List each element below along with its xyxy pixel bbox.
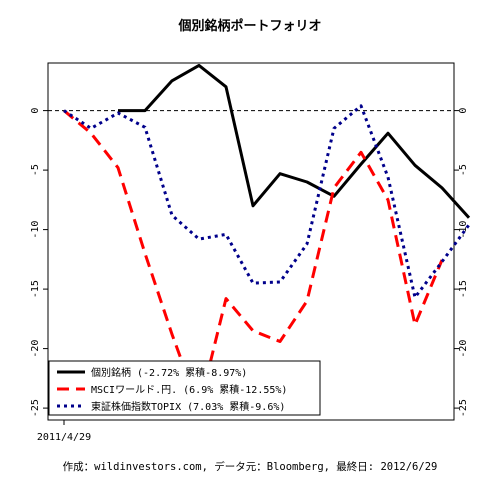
y-tick-label-right: -15 (458, 280, 469, 298)
legend-label-0: 個別銘柄 (-2.72% 累積-8.97%) (91, 366, 247, 379)
axis-ticks: 0 0 -5 -5 -10 -10 -15 -15 -20 -20 -25 -25 2011/4/29 (30, 108, 469, 443)
legend-label-2: 東証株価指数TOPIX (7.03% 累積-9.6%) (91, 400, 285, 413)
series-line-2 (63, 104, 471, 299)
y-tick-label-left: -10 (30, 221, 41, 239)
series-lines (63, 63, 471, 410)
y-tick-label-right: -10 (458, 221, 469, 239)
y-tick-label-left: -15 (30, 280, 41, 298)
legend-label-1: MSCIワールド.円. (6.9% 累積-12.55%) (91, 383, 287, 396)
y-tick-label-left: 0 (30, 108, 41, 114)
y-tick-label-left: -5 (30, 164, 41, 176)
legend: 個別銘柄 (-2.72% 累積-8.97%) MSCIワールド.円. (6.9% … (48, 360, 321, 416)
legend-box (48, 360, 321, 416)
y-tick-label-right: -5 (458, 164, 469, 176)
series-line-1 (63, 109, 444, 410)
chart-title: 個別銘柄ポートフォリオ (177, 18, 321, 34)
y-tick-label-left: -25 (30, 399, 41, 417)
y-tick-label-right: -25 (458, 399, 469, 417)
x-tick-label: 2011/4/29 (37, 432, 91, 443)
y-tick-label-right: 0 (458, 108, 469, 114)
y-tick-label-left: -20 (30, 340, 41, 358)
caption: 作成：wildinvestors.com, データ元：Bloomberg, 最終… (63, 460, 438, 473)
plot-frame (47, 62, 455, 421)
series-line-0 (118, 63, 471, 219)
y-tick-label-right: -20 (458, 340, 469, 358)
